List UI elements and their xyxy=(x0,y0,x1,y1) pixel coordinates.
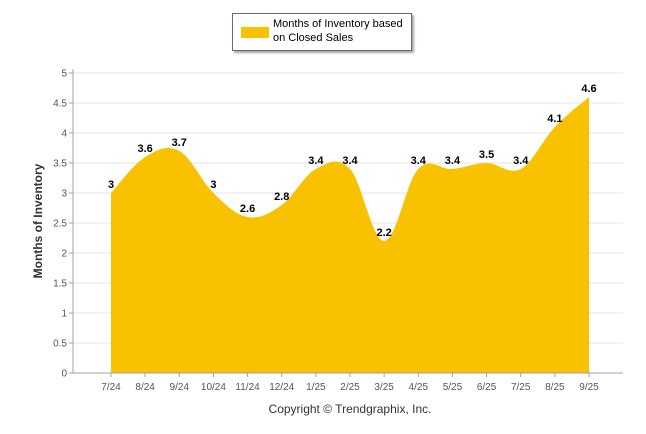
data-label: 4.1 xyxy=(547,113,562,125)
x-tick-label: 3/25 xyxy=(374,382,394,393)
x-tick-label: 4/25 xyxy=(409,382,429,393)
y-tick-label: 3 xyxy=(61,189,67,200)
y-tick-labels: 0 0.5 1 1.5 2 2.5 3 3.5 4 4.5 5 xyxy=(53,69,67,380)
data-label: 3.4 xyxy=(308,155,324,167)
data-label: 3 xyxy=(210,179,216,191)
x-tick-label: 8/24 xyxy=(135,382,155,393)
y-tick-label: 3.5 xyxy=(53,159,67,170)
y-tick-label: 5 xyxy=(61,69,67,80)
legend-swatch xyxy=(241,27,269,38)
data-label: 2.6 xyxy=(240,203,255,215)
data-label: 3.4 xyxy=(342,155,358,167)
y-tick-label: 1.5 xyxy=(53,279,67,290)
x-tick-label: 10/24 xyxy=(201,382,226,393)
data-labels: 3 3.6 3.7 3 2.6 2.8 3.4 3.4 2.2 3.4 3.4 3.5 3.4 4.1 4.… xyxy=(108,83,597,239)
y-tick-label: 0.5 xyxy=(53,339,67,350)
y-tick-label: 4.5 xyxy=(53,99,67,110)
data-label: 4.6 xyxy=(581,83,596,95)
y-tick-label: 4 xyxy=(61,129,67,140)
y-axis-title: Months of Inventory xyxy=(31,163,45,279)
legend: Months of Inventory based on Closed Sale… xyxy=(232,13,412,51)
data-label: 3.7 xyxy=(172,137,187,149)
x-tick-label: 6/25 xyxy=(477,382,497,393)
x-tick-label: 7/24 xyxy=(101,382,121,393)
x-tick-label: 9/24 xyxy=(170,382,190,393)
x-tick-label: 8/25 xyxy=(545,382,565,393)
data-label: 3.6 xyxy=(137,143,152,155)
y-tick-label: 0 xyxy=(61,369,67,380)
x-tick-label: 7/25 xyxy=(511,382,531,393)
y-tick-label: 1 xyxy=(61,309,67,320)
data-label: 3 xyxy=(108,179,114,191)
data-label: 3.5 xyxy=(479,149,494,161)
x-tick-label: 11/24 xyxy=(235,382,260,393)
x-tick-labels: 7/24 8/24 9/24 10/24 11/24 12/24 1/25 2/25 3/25 4… xyxy=(101,382,599,393)
data-label: 2.8 xyxy=(274,191,289,203)
data-label: 3.4 xyxy=(411,155,427,167)
copyright-footer: Copyright © Trendgraphix, Inc. xyxy=(268,402,432,416)
x-tick-label: 5/25 xyxy=(443,382,463,393)
x-tick-label: 12/24 xyxy=(269,382,294,393)
axes xyxy=(69,69,623,377)
legend-label: Months of Inventory based on Closed Sale… xyxy=(273,18,403,44)
x-tick-label: 1/25 xyxy=(306,382,326,393)
y-tick-label: 2 xyxy=(61,249,67,260)
y-tick-label: 2.5 xyxy=(53,219,67,230)
data-label: 3.4 xyxy=(513,155,529,167)
x-tick-label: 9/25 xyxy=(579,382,599,393)
x-tick-label: 2/25 xyxy=(340,382,360,393)
data-label: 2.2 xyxy=(376,227,391,239)
area-series-fill xyxy=(111,97,589,373)
data-label: 3.4 xyxy=(445,155,461,167)
